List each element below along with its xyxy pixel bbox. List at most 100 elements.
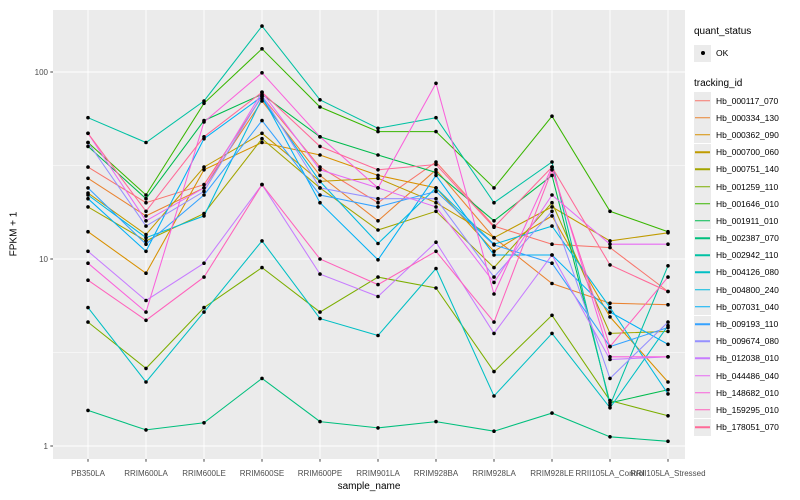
legend-title-quant-status: quant_status: [694, 26, 752, 37]
data-point: [144, 209, 148, 214]
data-point: [86, 131, 90, 136]
data-point: [144, 271, 148, 276]
data-point: [86, 249, 90, 254]
legend-item: Hb_001259_110: [694, 178, 798, 196]
data-point: [492, 253, 496, 257]
data-point: [144, 196, 148, 201]
data-point: [144, 200, 148, 205]
data-point: [260, 47, 264, 51]
line-swatch-icon: [695, 237, 710, 239]
data-point: [608, 435, 612, 439]
legend-label: Hb_012038_010: [716, 353, 779, 364]
data-point: [318, 105, 322, 109]
data-point: [376, 258, 380, 262]
x-tick-label: RRIM928BA: [414, 469, 459, 478]
line-swatch-icon: [695, 117, 710, 119]
data-point: [492, 369, 496, 374]
data-point: [434, 205, 438, 209]
data-point: [260, 376, 264, 381]
line-swatch-icon: [695, 306, 710, 308]
legend-label: Hb_002942_110: [716, 250, 779, 261]
data-point: [144, 428, 148, 432]
line-swatch-icon: [695, 271, 710, 274]
data-point: [86, 115, 90, 120]
data-point: [318, 168, 322, 172]
data-point: [434, 200, 438, 205]
legend-label: Hb_000117_070: [716, 95, 779, 106]
legend-key: [694, 212, 711, 230]
data-point: [434, 170, 438, 175]
line-swatch-icon: [695, 288, 710, 291]
data-point: [202, 120, 206, 124]
x-tick-label: RRIM600PE: [298, 469, 342, 478]
data-point: [376, 200, 380, 205]
data-point: [434, 249, 438, 254]
line-swatch-icon: [695, 409, 710, 411]
line-swatch-icon: [695, 254, 710, 257]
line-swatch-icon: [695, 151, 710, 153]
legend-label: Hb_001259_110: [716, 181, 779, 192]
data-point: [86, 261, 90, 266]
line-swatch-icon: [695, 185, 710, 188]
data-point: [492, 280, 496, 285]
legend-key: [694, 384, 711, 402]
data-point: [550, 411, 554, 415]
legend-label: Hb_004126_080: [716, 267, 779, 278]
legend-key: [694, 349, 711, 367]
data-point: [260, 239, 264, 243]
data-point: [492, 243, 496, 247]
data-point: [550, 313, 554, 318]
data-point: [550, 168, 554, 172]
data-point: [86, 165, 90, 169]
data-point: [318, 179, 322, 184]
data-point: [202, 165, 206, 169]
line-swatch-icon: [695, 202, 710, 205]
data-point: [318, 173, 322, 178]
legend-key-point: [694, 44, 711, 62]
data-point: [376, 126, 380, 131]
data-point: [202, 421, 206, 425]
legend-label: Hb_009193_110: [716, 319, 779, 330]
legend-item: Hb_001911_010: [694, 212, 798, 230]
x-tick-label: RRII105LA_Stressed: [630, 469, 705, 478]
legend-item: Hb_002942_110: [694, 246, 798, 264]
legend-label: Hb_000700_060: [716, 147, 779, 158]
data-point: [666, 320, 670, 324]
data-point: [202, 261, 206, 266]
data-point: [144, 193, 148, 197]
data-point: [434, 240, 438, 244]
data-point: [318, 135, 322, 139]
data-point: [666, 242, 670, 246]
legend-key: [694, 263, 711, 281]
data-point: [492, 265, 496, 270]
line-swatch-icon: [695, 220, 710, 222]
data-point: [666, 229, 670, 234]
data-point: [86, 320, 90, 324]
data-point: [434, 129, 438, 134]
data-point: [144, 235, 148, 240]
data-point: [202, 193, 206, 197]
data-point: [434, 419, 438, 424]
data-point: [86, 196, 90, 201]
data-point: [492, 331, 496, 336]
data-point: [86, 205, 90, 209]
data-point: [144, 310, 148, 314]
y-tick-label: 100: [35, 68, 49, 77]
data-point: [492, 225, 496, 229]
data-point: [144, 249, 148, 254]
data-point: [144, 224, 148, 228]
data-point: [376, 186, 380, 190]
legend-key: [694, 178, 711, 196]
legend-label: Hb_159295_010: [716, 404, 779, 415]
y-tick-label: 1: [44, 442, 49, 451]
legend-tracking-items: Hb_000117_070 Hb_000334_130 Hb_000362_090 H…: [694, 92, 798, 436]
data-point: [492, 200, 496, 205]
data-point: [376, 333, 380, 338]
x-tick-label: RRIM928LA: [472, 469, 516, 478]
data-point: [492, 320, 496, 324]
data-point: [550, 242, 554, 246]
line-swatch-icon: [695, 374, 710, 377]
data-point: [666, 302, 670, 307]
legend-item: Hb_007031_040: [694, 298, 798, 316]
data-point: [608, 305, 612, 310]
